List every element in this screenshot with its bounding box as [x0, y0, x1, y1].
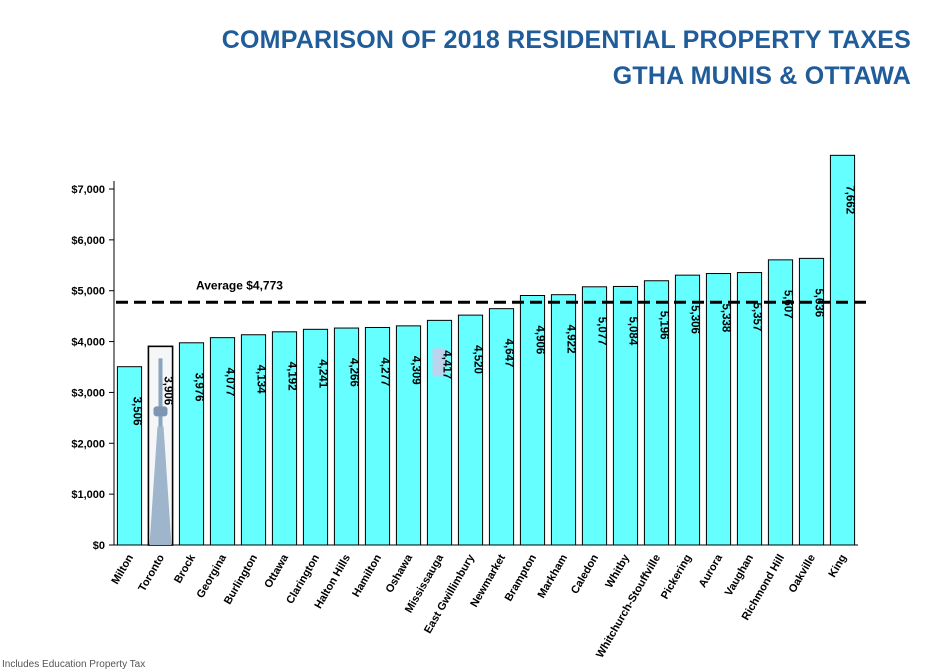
y-tick-label: $5,000 [71, 286, 105, 298]
bar [550, 294, 577, 546]
bar [674, 274, 701, 546]
value-label: 4,134 [255, 365, 267, 394]
y-tick-label: $6,000 [71, 235, 105, 247]
category-label: Vaughan [723, 552, 756, 598]
category-label: Hamilton [350, 552, 384, 599]
chart-title-line-1: COMPARISON OF 2018 RESIDENTIAL PROPERTY … [221, 26, 911, 54]
category-label: Pickering [659, 553, 694, 602]
value-label: 5,357 [751, 303, 763, 332]
bar [519, 294, 546, 546]
value-label: 4,277 [379, 357, 391, 386]
value-label: 4,077 [224, 368, 236, 397]
value-label: 4,241 [317, 359, 329, 388]
bar [178, 342, 205, 546]
y-tick-label: $3,000 [71, 387, 105, 399]
bar [767, 259, 794, 546]
category-label: Brock [172, 552, 198, 586]
value-label: 5,077 [596, 317, 608, 346]
y-tick-label: $1,000 [71, 489, 105, 501]
value-label: 5,196 [658, 311, 670, 340]
bar [643, 280, 670, 546]
category-label: Oakville [787, 553, 818, 596]
category-label: Caledon [569, 552, 601, 596]
tower-pod [153, 406, 168, 417]
category-label: Milton [110, 552, 137, 586]
category-label: Oshawa [384, 552, 416, 595]
bar [333, 327, 360, 546]
value-label-highlight [432, 348, 446, 377]
value-label: 5,607 [782, 290, 794, 319]
value-label: 4,922 [565, 325, 577, 354]
value-label: 3,506 [131, 397, 143, 426]
value-label: 3,976 [193, 373, 205, 402]
bar [829, 154, 856, 546]
bar [798, 257, 825, 546]
value-label: 3,906 [162, 376, 174, 405]
value-label: 4,647 [503, 339, 515, 368]
value-label: 4,309 [410, 356, 422, 385]
category-label: Brampton [503, 552, 540, 603]
bar [705, 273, 732, 546]
value-label: 5,306 [689, 305, 701, 334]
value-label: 4,417 [441, 350, 453, 379]
y-tick-label: $0 [93, 540, 105, 552]
value-label: 4,906 [534, 325, 546, 354]
bar [302, 328, 329, 546]
value-label: 7,662 [844, 185, 856, 214]
value-label: 4,520 [472, 345, 484, 374]
category-label: Whitchurch-Stouffville [594, 553, 663, 661]
category-label: Markham [536, 552, 571, 600]
category-label: Aurora [697, 552, 726, 590]
average-label: Average $4,773 [196, 278, 283, 292]
bar [364, 326, 391, 546]
value-label: 5,084 [627, 316, 639, 345]
y-tick-label: $4,000 [71, 337, 105, 349]
bar [488, 308, 515, 546]
bar [736, 272, 763, 546]
bar [457, 314, 484, 546]
category-label: Ottawa [262, 552, 291, 591]
category-label: Whitby [603, 552, 632, 591]
chart-title-block: COMPARISON OF 2018 RESIDENTIAL PROPERTY … [222, 22, 911, 94]
y-tick-label: $7,000 [71, 184, 105, 196]
bar [271, 331, 298, 546]
category-label: Georgina [195, 552, 230, 601]
bar [612, 285, 639, 546]
bar [240, 334, 267, 546]
bar [209, 337, 236, 546]
bar [581, 286, 608, 546]
bar [116, 366, 143, 546]
chart-title-line-2: GTHA MUNIS & OTTAWA [612, 62, 911, 90]
tower-base [149, 426, 172, 545]
category-label: Toronto [136, 552, 167, 594]
value-label: 4,266 [348, 358, 360, 387]
y-tick-label: $2,000 [71, 438, 105, 450]
value-label: 5,338 [720, 304, 732, 333]
value-label: 4,192 [286, 362, 298, 391]
bar [395, 325, 422, 546]
category-label: King [826, 553, 849, 580]
